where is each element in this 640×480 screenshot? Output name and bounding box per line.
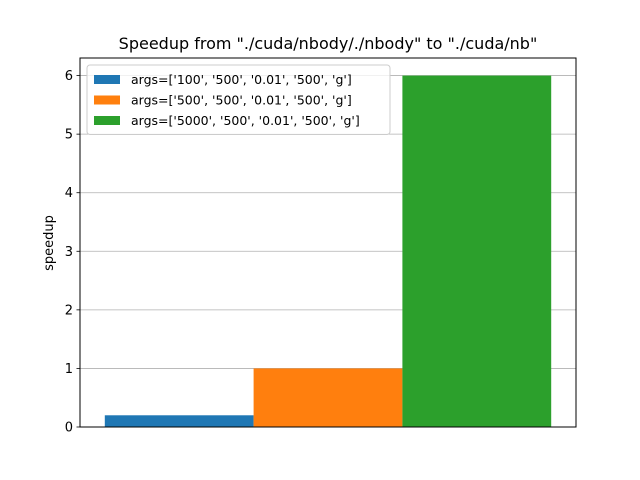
plot-frame xyxy=(79,57,577,428)
legend-swatch-3 xyxy=(94,116,120,125)
legend-label-3: args=['5000', '500', '0.01', '500', 'g'] xyxy=(131,113,360,128)
y-axis-label: speedup xyxy=(42,215,57,271)
y-tick-label: 0 xyxy=(65,421,73,436)
legend: args=['100', '500', '0.01', '500', 'g'] a… xyxy=(86,64,391,135)
legend-frame xyxy=(86,64,391,135)
bars xyxy=(104,75,552,428)
legend-label-1: args=['100', '500', '0.01', '500', 'g'] xyxy=(131,72,352,87)
legend-swatch-2 xyxy=(94,95,120,105)
y-axis-ticks: 0 1 2 3 4 5 6 xyxy=(65,69,80,436)
y-tick-label: 6 xyxy=(65,69,73,84)
legend-label-2: args=['500', '500', '0.01', '500', 'g'] xyxy=(131,93,352,108)
bar-series-2 xyxy=(253,368,403,427)
chart-title: Speedup from "./cuda/nbody/./nbody" to "… xyxy=(119,34,538,53)
bar-series-3 xyxy=(402,75,552,428)
y-tick-label: 3 xyxy=(65,245,73,260)
y-tick-label: 5 xyxy=(65,128,73,143)
y-tick-label: 2 xyxy=(65,303,73,318)
legend-swatch-1 xyxy=(94,75,120,84)
y-tick-label: 1 xyxy=(65,362,73,377)
y-tick-label: 4 xyxy=(65,186,73,201)
bar-series-1 xyxy=(104,415,254,427)
